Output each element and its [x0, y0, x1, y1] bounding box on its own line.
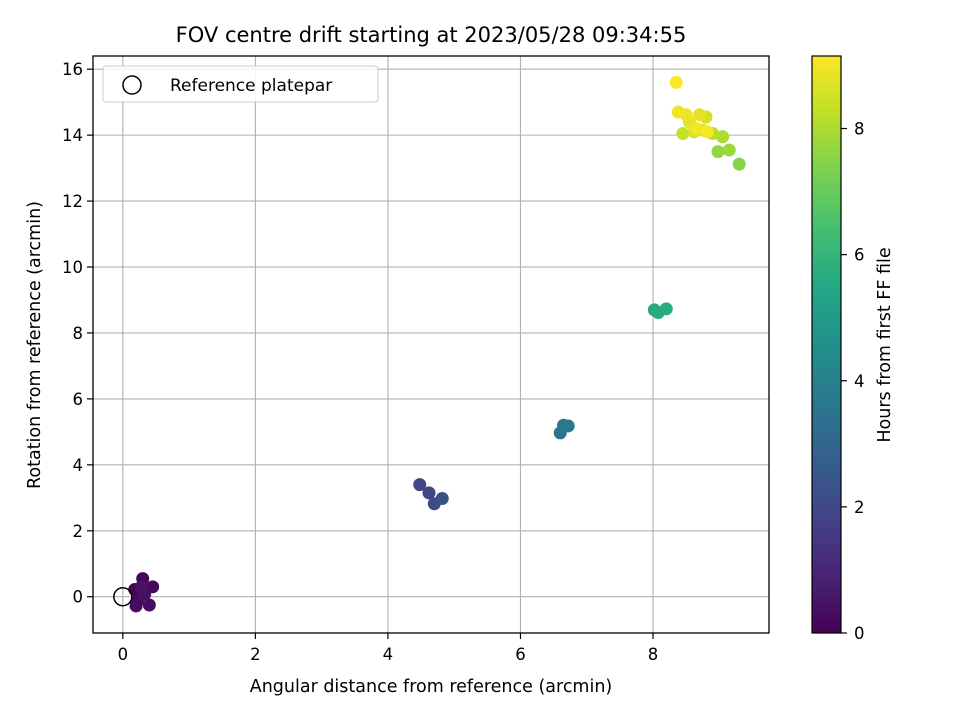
data-point	[659, 302, 673, 316]
chart-title: FOV centre drift starting at 2023/05/28 …	[176, 23, 687, 47]
data-point	[142, 598, 156, 612]
legend-marker-icon	[122, 75, 142, 95]
data-point	[722, 143, 736, 157]
colorbar-label: Hours from first FF file	[875, 247, 895, 442]
y-tick-label: 4	[73, 456, 84, 475]
data-point	[732, 157, 746, 171]
legend-label: Reference platepar	[170, 76, 332, 96]
colorbar-tick-label: 0	[854, 624, 865, 643]
data-point	[711, 145, 725, 159]
legend-box	[102, 65, 379, 103]
colorbar-tick-label: 4	[854, 372, 865, 391]
x-axis-ticks: 0 2 4 6 8	[118, 633, 659, 664]
y-tick-label: 2	[73, 522, 84, 541]
legend: Reference platepar	[102, 65, 379, 103]
grid	[93, 56, 769, 633]
y-tick-label: 12	[62, 192, 83, 211]
x-tick-label: 8	[648, 645, 659, 664]
reference-platepar-marker	[113, 586, 133, 607]
data-point	[134, 580, 148, 594]
colorbar: 0 2 4 6 8 Hours from first FF file	[811, 55, 895, 643]
x-tick-label: 4	[383, 645, 394, 664]
y-tick-label: 14	[62, 126, 83, 145]
y-tick-label: 16	[62, 60, 83, 79]
data-point	[561, 419, 575, 433]
data-point	[669, 75, 683, 89]
data-point	[689, 122, 703, 136]
data-point	[422, 486, 436, 500]
data-point	[129, 599, 143, 613]
y-tick-label: 10	[62, 258, 83, 277]
x-axis-label: Angular distance from reference (arcmin)	[250, 677, 613, 697]
data-point	[671, 105, 685, 119]
x-tick-label: 0	[118, 645, 129, 664]
colorbar-ticks: 0 2 4 6 8	[841, 120, 865, 643]
y-tick-label: 6	[73, 390, 84, 409]
x-tick-label: 6	[515, 645, 526, 664]
y-axis-ticks: 0 2 4 6 8 10 12 14 16	[62, 60, 93, 607]
colorbar-tick-label: 6	[854, 246, 865, 265]
colorbar-tick-label: 8	[854, 120, 865, 139]
data-point	[413, 478, 427, 492]
x-tick-label: 2	[250, 645, 261, 664]
data-points	[128, 75, 746, 613]
plot-frame	[92, 55, 770, 634]
colorbar-tick-label: 2	[854, 498, 865, 517]
y-tick-label: 8	[73, 324, 84, 343]
data-point	[692, 108, 706, 122]
data-point	[716, 130, 730, 144]
colorbar-gradient	[811, 55, 842, 634]
data-point	[700, 125, 714, 139]
data-point	[676, 126, 690, 140]
y-axis-label: Rotation from reference (arcmin)	[25, 201, 45, 489]
data-point	[435, 491, 449, 505]
y-tick-label: 0	[73, 588, 84, 607]
